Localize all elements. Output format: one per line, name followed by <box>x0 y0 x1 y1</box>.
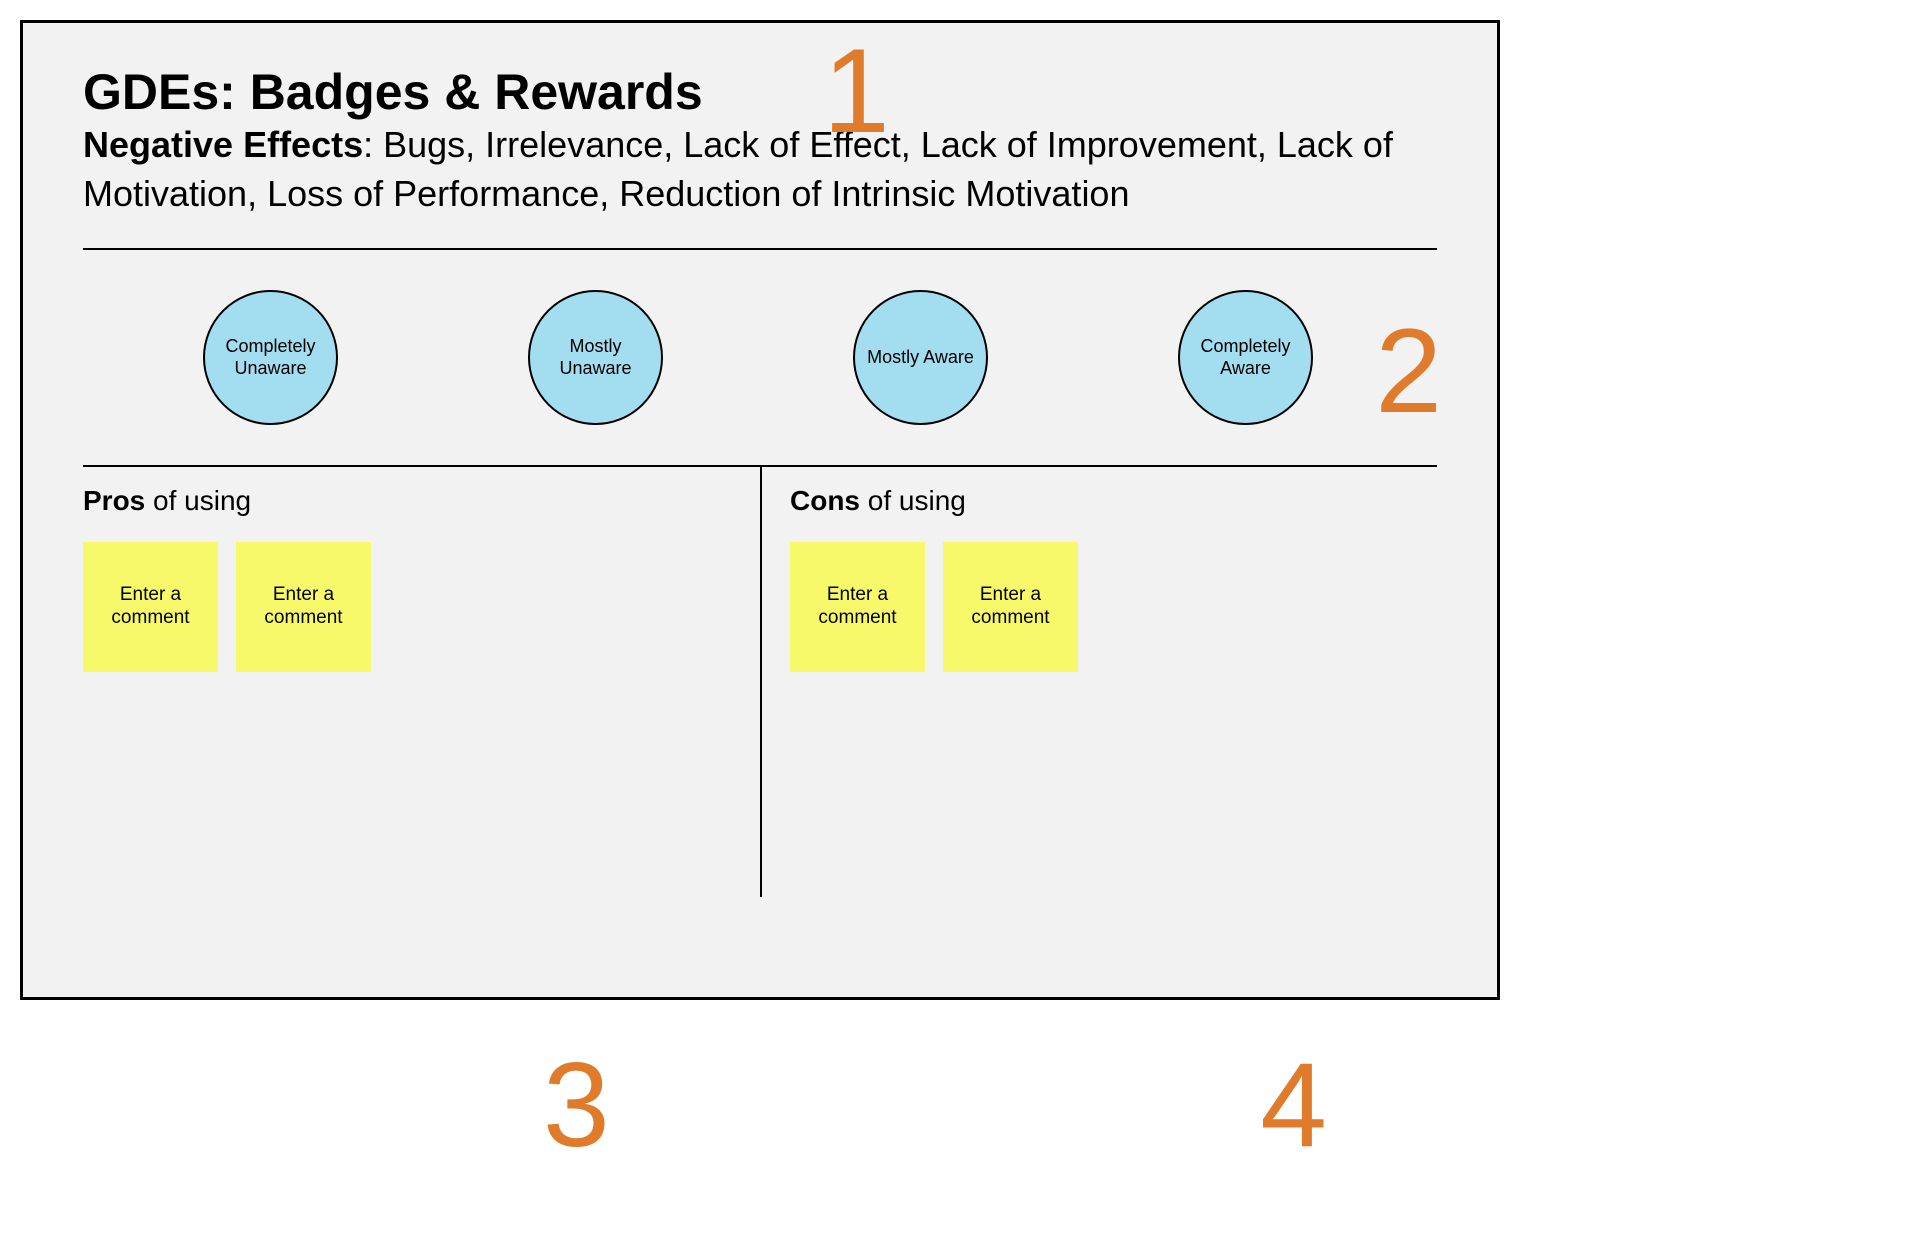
cons-title-rest: of using <box>860 485 966 516</box>
subtitle-lead: Negative Effects <box>83 124 363 165</box>
cons-title: Cons of using <box>790 485 1437 517</box>
cons-column: Cons of using Enter a comment Enter a co… <box>760 467 1437 867</box>
negative-effects-text: Negative Effects: Bugs, Irrelevance, Lac… <box>83 121 1437 218</box>
awareness-option-mostly-aware[interactable]: Mostly Aware <box>853 290 988 425</box>
annotation-2: 2 <box>1375 323 1442 419</box>
awareness-option-completely-unaware[interactable]: Completely Unaware <box>203 290 338 425</box>
pros-sticky-1[interactable]: Enter a comment <box>83 542 218 672</box>
cons-sticky-1[interactable]: Enter a comment <box>790 542 925 672</box>
annotation-1: 1 <box>823 43 890 139</box>
worksheet-frame: 1 GDEs: Badges & Rewards Negative Effect… <box>20 20 1500 1000</box>
pros-cons-section: 3 4 Pros of using Enter a comment Enter … <box>83 467 1437 867</box>
awareness-scale: Completely Unaware Mostly Unaware Mostly… <box>83 250 1283 465</box>
cons-notes: Enter a comment Enter a comment <box>790 542 1437 672</box>
cons-sticky-2[interactable]: Enter a comment <box>943 542 1078 672</box>
pros-title-bold: Pros <box>83 485 145 516</box>
page-title: GDEs: Badges & Rewards <box>83 63 1437 121</box>
annotation-3: 3 <box>543 1057 610 1153</box>
pros-sticky-2[interactable]: Enter a comment <box>236 542 371 672</box>
pros-column: Pros of using Enter a comment Enter a co… <box>83 467 760 867</box>
annotation-4: 4 <box>1260 1057 1327 1153</box>
pros-notes: Enter a comment Enter a comment <box>83 542 740 672</box>
cons-title-bold: Cons <box>790 485 860 516</box>
awareness-option-completely-aware[interactable]: Completely Aware <box>1178 290 1313 425</box>
pros-title-rest: of using <box>145 485 251 516</box>
awareness-option-mostly-unaware[interactable]: Mostly Unaware <box>528 290 663 425</box>
pros-title: Pros of using <box>83 485 740 517</box>
